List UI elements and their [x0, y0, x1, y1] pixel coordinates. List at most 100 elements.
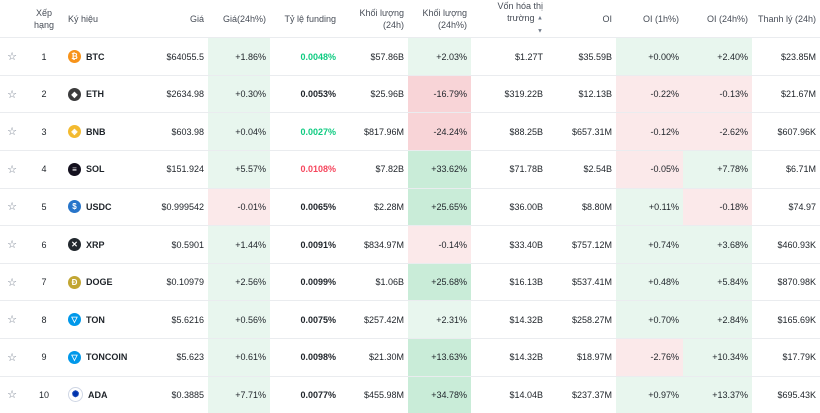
- ada-icon: ✺: [68, 387, 83, 403]
- sol-icon: ≡: [68, 162, 81, 176]
- symbol-label: XRP: [86, 239, 105, 250]
- favorite-star-icon[interactable]: ☆: [0, 37, 24, 76]
- market-cap-cell: $88.25B: [471, 112, 547, 151]
- volume-change-cell: -16.79%: [408, 74, 471, 113]
- header-oi-24h[interactable]: OI (24h%): [706, 13, 748, 24]
- favorite-star-icon[interactable]: ☆: [0, 375, 24, 413]
- symbol-cell[interactable]: ≡ SOL: [64, 150, 130, 189]
- oi-24h-cell: +10.34%: [683, 338, 752, 377]
- btc-icon: ₿: [68, 50, 81, 64]
- liquidation-cell: $607.96K: [752, 112, 820, 151]
- oi-cell: $18.97M: [547, 338, 616, 377]
- price-cell: $0.5901: [130, 225, 208, 264]
- volume-change-cell: +25.68%: [408, 262, 471, 301]
- oi-24h-cell: +2.40%: [683, 37, 752, 76]
- symbol-cell[interactable]: ▽ TONCOIN: [64, 338, 130, 377]
- header-volume-change[interactable]: Khối lượng (24h%): [422, 7, 467, 30]
- price-cell: $0.10979: [130, 262, 208, 301]
- ton-icon: ▽: [68, 313, 81, 327]
- header-rank[interactable]: Xếp hạng: [33, 7, 55, 30]
- market-cap-cell: $1.27T: [471, 37, 547, 76]
- change-cell: +0.04%: [208, 112, 270, 151]
- oi-cell: $35.59B: [547, 37, 616, 76]
- volume-cell: $834.97M: [340, 225, 408, 264]
- rank-cell: 3: [24, 112, 64, 151]
- table-row[interactable]: ☆ 9 ▽ TONCOIN $5.623 +0.61% 0.0098% $21.30M +13.…: [0, 338, 820, 377]
- table-row[interactable]: ☆ 3 ◈ BNB $603.98 +0.04% 0.0027% $817.96M -24.24…: [0, 112, 820, 151]
- rank-cell: 5: [24, 187, 64, 226]
- header-oi[interactable]: OI: [602, 13, 612, 24]
- table-row[interactable]: ☆ 10 ✺ ADA $0.3885 +7.71% 0.0077% $455.98M +34.7…: [0, 375, 820, 413]
- liquidation-cell: $21.67M: [752, 74, 820, 113]
- change-cell: +1.44%: [208, 225, 270, 264]
- symbol-cell[interactable]: $ USDC: [64, 187, 130, 226]
- oi-24h-cell: +3.68%: [683, 225, 752, 264]
- change-cell: -0.01%: [208, 187, 270, 226]
- symbol-cell[interactable]: ✕ XRP: [64, 225, 130, 264]
- symbol-label: TONCOIN: [86, 352, 128, 363]
- header-volume[interactable]: Khối lượng (24h): [359, 7, 404, 30]
- symbol-cell[interactable]: ◆ ETH: [64, 74, 130, 113]
- oi-24h-cell: -2.62%: [683, 112, 752, 151]
- sort-icon[interactable]: ▲ ▼: [537, 15, 543, 35]
- favorite-star-icon[interactable]: ☆: [0, 150, 24, 189]
- rank-cell: 1: [24, 37, 64, 76]
- table-row[interactable]: ☆ 2 ◆ ETH $2634.98 +0.30% 0.0053% $25.96B -16.79…: [0, 74, 820, 113]
- toncoin-icon: ▽: [68, 350, 81, 364]
- funding-cell: 0.0027%: [270, 112, 340, 151]
- doge-icon: Ð: [68, 275, 81, 289]
- header-oi-1h[interactable]: OI (1h%): [642, 13, 679, 24]
- oi-1h-cell: +0.97%: [616, 375, 683, 413]
- price-cell: $0.3885: [130, 375, 208, 413]
- symbol-cell[interactable]: ✺ ADA: [64, 375, 130, 413]
- favorite-star-icon[interactable]: ☆: [0, 187, 24, 226]
- market-cap-cell: $71.78B: [471, 150, 547, 189]
- oi-1h-cell: -0.22%: [616, 74, 683, 113]
- change-cell: +0.56%: [208, 300, 270, 339]
- symbol-cell[interactable]: ◈ BNB: [64, 112, 130, 151]
- price-cell: $5.6216: [130, 300, 208, 339]
- favorite-star-icon[interactable]: ☆: [0, 300, 24, 339]
- symbol-cell[interactable]: ▽ TON: [64, 300, 130, 339]
- header-symbol[interactable]: Ký hiệu: [68, 13, 99, 24]
- oi-1h-cell: -0.05%: [616, 150, 683, 189]
- funding-cell: 0.0108%: [270, 150, 340, 189]
- symbol-cell[interactable]: ₿ BTC: [64, 37, 130, 76]
- volume-change-cell: -0.14%: [408, 225, 471, 264]
- table-row[interactable]: ☆ 5 $ USDC $0.999542 -0.01% 0.0065% $2.28M +25.6…: [0, 187, 820, 226]
- symbol-label: BNB: [86, 126, 106, 137]
- table-row[interactable]: ☆ 4 ≡ SOL $151.924 +5.57% 0.0108% $7.82B +33.62%…: [0, 150, 820, 189]
- rank-cell: 6: [24, 225, 64, 264]
- symbol-cell[interactable]: Ð DOGE: [64, 262, 130, 301]
- funding-cell: 0.0091%: [270, 225, 340, 264]
- table-row[interactable]: ☆ 1 ₿ BTC $64055.5 +1.86% 0.0048% $57.86B +2.03%…: [0, 37, 820, 76]
- volume-change-cell: -24.24%: [408, 112, 471, 151]
- oi-1h-cell: -2.76%: [616, 338, 683, 377]
- change-cell: +0.30%: [208, 74, 270, 113]
- rank-cell: 9: [24, 338, 64, 377]
- table-row[interactable]: ☆ 7 Ð DOGE $0.10979 +2.56% 0.0099% $1.06B +25.68…: [0, 262, 820, 301]
- header-change[interactable]: Giá(24h%): [222, 13, 266, 24]
- favorite-star-icon[interactable]: ☆: [0, 225, 24, 264]
- change-cell: +7.71%: [208, 375, 270, 413]
- symbol-label: USDC: [86, 201, 112, 212]
- favorite-star-icon[interactable]: ☆: [0, 112, 24, 151]
- change-cell: +2.56%: [208, 262, 270, 301]
- header-funding[interactable]: Tỷ lệ funding: [284, 13, 336, 24]
- symbol-label: ETH: [86, 89, 104, 100]
- header-price[interactable]: Giá: [189, 13, 204, 24]
- volume-change-cell: +2.03%: [408, 37, 471, 76]
- header-market-cap[interactable]: Vốn hóa thị trường ▲ ▼: [471, 0, 547, 38]
- oi-1h-cell: +0.70%: [616, 300, 683, 339]
- favorite-star-icon[interactable]: ☆: [0, 262, 24, 301]
- oi-cell: $12.13B: [547, 74, 616, 113]
- liquidation-cell: $17.79K: [752, 338, 820, 377]
- liquidation-cell: $695.43K: [752, 375, 820, 413]
- header-liquidation[interactable]: Thanh lý (24h): [757, 13, 816, 24]
- favorite-star-icon[interactable]: ☆: [0, 338, 24, 377]
- rank-cell: 2: [24, 74, 64, 113]
- favorite-star-icon[interactable]: ☆: [0, 74, 24, 113]
- oi-cell: $258.27M: [547, 300, 616, 339]
- table-row[interactable]: ☆ 8 ▽ TON $5.6216 +0.56% 0.0075% $257.42M +2.31%…: [0, 300, 820, 339]
- table-row[interactable]: ☆ 6 ✕ XRP $0.5901 +1.44% 0.0091% $834.97M -0.14%…: [0, 225, 820, 264]
